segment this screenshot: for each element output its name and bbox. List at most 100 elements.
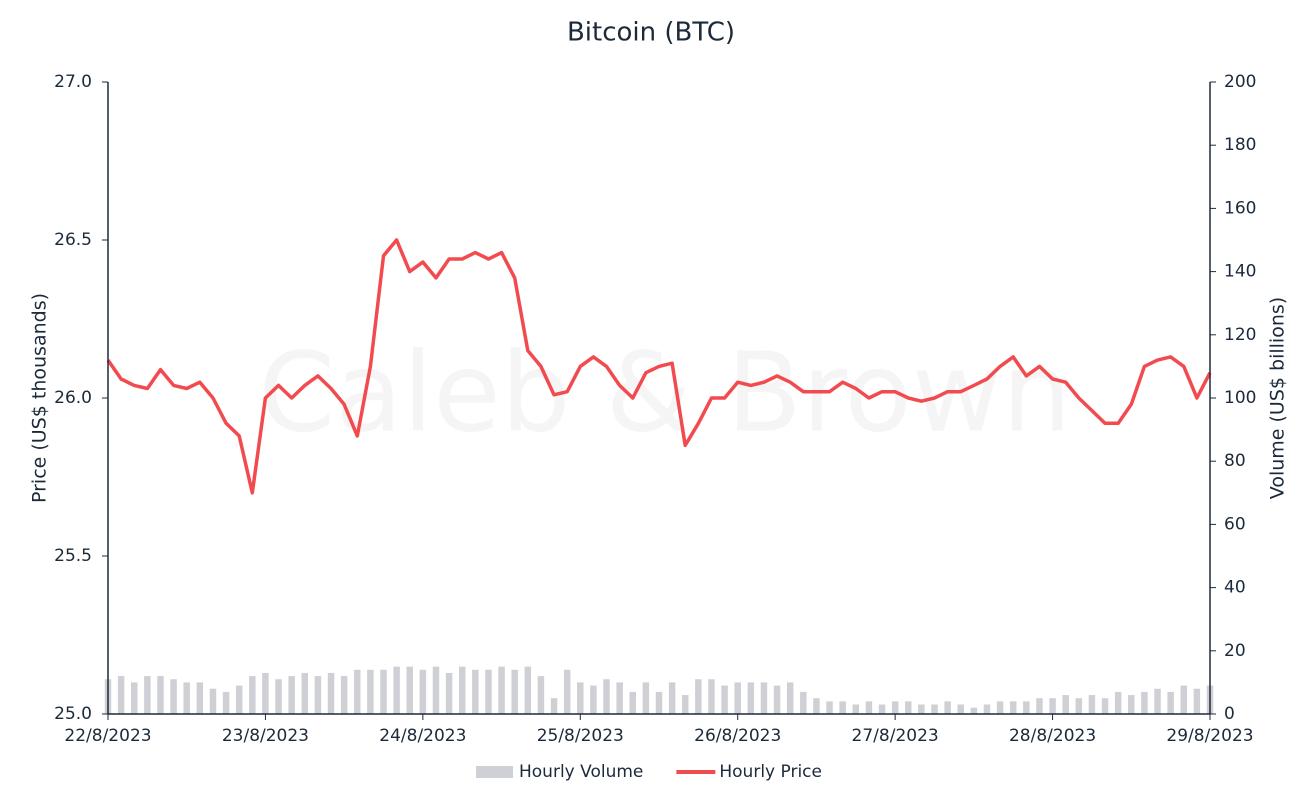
price-line (106, 238, 1212, 495)
volume-bar (130, 682, 138, 714)
volume-bar (340, 676, 348, 714)
y2-tick-label: 0 (1224, 704, 1235, 724)
volume-bar (170, 679, 177, 714)
y2-tick-label: 40 (1224, 578, 1246, 598)
volume-bar (681, 695, 689, 714)
legend-label: Hourly Price (719, 762, 822, 782)
volume-bar (1049, 698, 1056, 714)
y2-tick-label: 80 (1224, 451, 1246, 471)
volume-bar (996, 701, 1004, 714)
volume-bar (511, 669, 518, 714)
volume-bar (485, 669, 492, 714)
volume-bar (367, 669, 374, 714)
bars (104, 666, 1214, 714)
volume-bar (222, 691, 230, 714)
volume-bar (616, 682, 623, 714)
volume-bar (800, 691, 807, 714)
y2-tick-label: 140 (1224, 262, 1256, 282)
volume-bar (590, 685, 597, 714)
legend-label: Hourly Volume (519, 762, 643, 782)
volume-bar (865, 701, 873, 714)
volume-bar (498, 666, 505, 714)
volume-bar (878, 704, 886, 714)
volume-bar (852, 704, 860, 714)
volume-bar (1114, 691, 1122, 714)
volume-bar (813, 698, 820, 714)
y2-tick-label: 20 (1224, 641, 1246, 661)
volume-bar (839, 701, 846, 714)
x-tick-label: 27/8/2023 (852, 726, 939, 746)
volume-bar (209, 688, 217, 714)
x-tick-label: 25/8/2023 (537, 726, 624, 746)
volume-bar (1036, 698, 1043, 714)
volume-bar (393, 666, 400, 714)
volume-bar (235, 685, 243, 714)
volume-bar (891, 701, 899, 714)
volume-bar (970, 707, 978, 714)
volume-bar (957, 704, 964, 714)
volume-bar (1193, 688, 1201, 714)
volume-bar (905, 701, 912, 714)
volume-bar (1009, 701, 1017, 714)
volume-bar (773, 685, 781, 714)
volume-bar (144, 676, 151, 714)
volume-bar (419, 669, 427, 714)
y-tick-label: 25.0 (54, 704, 92, 724)
volume-bar (354, 669, 361, 714)
volume-bar (550, 698, 558, 714)
volume-bar (708, 679, 715, 714)
y2-axis-label: Volume (US$ billions) (1267, 297, 1289, 499)
x-tick-label: 22/8/2023 (64, 726, 151, 746)
volume-bar (1141, 691, 1148, 714)
volume-bar (563, 669, 571, 714)
volume-bar (314, 676, 322, 714)
x-tick-label: 29/8/2023 (1166, 726, 1253, 746)
volume-bar (524, 666, 532, 714)
y2-tick-label: 60 (1224, 514, 1246, 534)
volume-bar (629, 691, 637, 714)
volume-bar (1154, 688, 1161, 714)
volume-bar (117, 676, 125, 714)
y2-tick-label: 120 (1224, 325, 1256, 345)
volume-bar (1075, 698, 1083, 714)
volume-bar (249, 676, 256, 714)
volume-bar (603, 679, 610, 714)
y-tick-label: 26.5 (54, 230, 92, 250)
volume-bar (537, 676, 545, 714)
volume-bar (577, 682, 584, 714)
volume-bar (931, 704, 938, 714)
volume-bar (157, 676, 164, 714)
volume-bar (668, 682, 676, 714)
volume-bar (1062, 695, 1069, 714)
volume-bar (944, 701, 951, 714)
y2-tick-label: 100 (1224, 388, 1256, 408)
y2-tick-label: 200 (1224, 72, 1256, 92)
chart-title: Bitcoin (BTC) (567, 18, 735, 48)
volume-bar (262, 672, 269, 714)
volume-bar (655, 691, 663, 714)
volume-bar (1180, 685, 1188, 714)
volume-bar (918, 704, 925, 714)
volume-bar (734, 682, 741, 714)
volume-bar (1167, 691, 1174, 714)
y-tick-label: 26.0 (54, 388, 92, 408)
volume-bar (458, 666, 466, 714)
volume-bar (747, 682, 755, 714)
volume-bar (432, 666, 440, 714)
volume-bar (288, 676, 295, 714)
volume-bar (183, 682, 190, 714)
volume-bar (826, 701, 833, 714)
legend-swatch (476, 766, 513, 778)
y-axis-label: Price (US$ thousands) (29, 293, 51, 503)
volume-bar (1088, 695, 1096, 714)
volume-bar (983, 704, 991, 714)
volume-bar (695, 679, 702, 714)
y2-tick-label: 180 (1224, 135, 1256, 155)
volume-bar (301, 672, 309, 714)
volume-bar (1023, 701, 1030, 714)
volume-bar (1101, 698, 1109, 714)
x-tick-label: 24/8/2023 (379, 726, 466, 746)
x-tick-label: 26/8/2023 (694, 726, 781, 746)
volume-bar (721, 685, 728, 714)
